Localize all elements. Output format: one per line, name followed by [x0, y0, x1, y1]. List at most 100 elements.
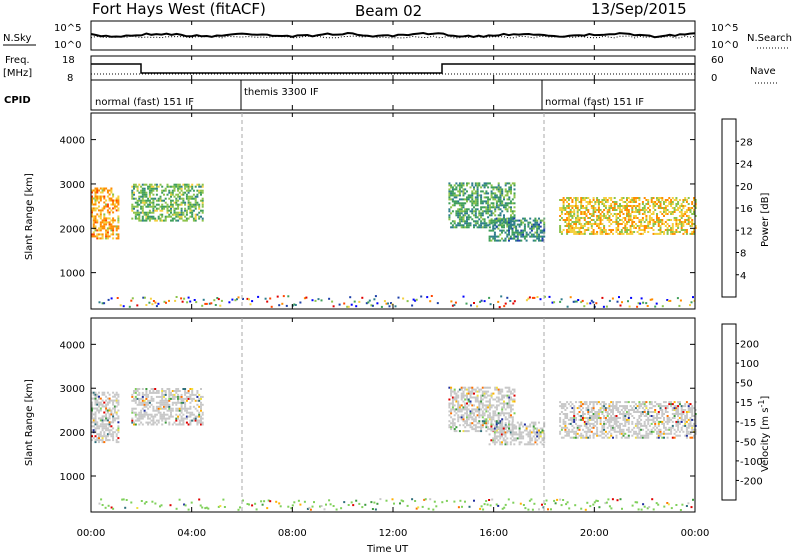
echo-cell: [566, 217, 569, 219]
echo-cell: [485, 200, 488, 203]
echo-cell: [450, 192, 453, 195]
echo-cell: [495, 202, 498, 205]
echo-cell: [578, 428, 581, 431]
echo-cell: [105, 235, 108, 238]
echo-cell: [492, 206, 495, 209]
echo-cell: [177, 423, 180, 426]
echo-cell: [531, 508, 534, 511]
echo-cell: [599, 213, 602, 215]
echo-cell: [448, 202, 451, 205]
echo-cell: [604, 411, 607, 413]
echo-cell: [648, 223, 651, 225]
echo-cell: [562, 403, 565, 406]
echo-cell: [474, 390, 477, 393]
echo-cell: [355, 305, 358, 308]
echo-cell: [583, 211, 586, 213]
echo-cell: [497, 504, 500, 507]
echo-cell: [543, 433, 546, 436]
echo-cell: [112, 435, 115, 438]
echo-cell: [516, 223, 519, 226]
echo-cell: [117, 429, 120, 432]
echo-cell: [534, 219, 537, 222]
echo-cell: [464, 214, 467, 217]
echo-cell: [113, 219, 116, 222]
echo-cell: [675, 430, 678, 433]
echo-cell: [457, 208, 460, 211]
echo-cell: [596, 223, 599, 225]
echo-cell: [509, 237, 512, 240]
echo-cell: [497, 388, 500, 391]
echo-cell: [509, 235, 512, 238]
echo-cell: [150, 423, 153, 426]
echo-cell: [645, 217, 648, 219]
echo-cell: [603, 213, 606, 215]
echo-cell: [670, 507, 673, 510]
echo-cell: [640, 508, 643, 511]
echo-cell: [164, 189, 167, 192]
echo-cell: [462, 406, 465, 409]
echo-cell: [589, 417, 591, 419]
echo-cell: [493, 439, 496, 442]
echo-cell: [503, 396, 505, 399]
echo-cell: [457, 400, 460, 403]
echo-cell: [606, 201, 609, 203]
echo-cell: [684, 231, 687, 233]
echo-cell: [503, 226, 505, 229]
echo-cell: [641, 413, 644, 415]
echo-cell: [499, 196, 502, 199]
echo-cell: [458, 188, 461, 191]
echo-cell: [155, 207, 158, 210]
echo-cell: [534, 433, 537, 436]
echo-cell: [650, 432, 653, 435]
echo-cell: [150, 191, 153, 194]
echo-cell: [168, 403, 171, 406]
echo-cell: [647, 417, 650, 419]
echo-cell: [530, 225, 533, 228]
echo-cell: [613, 420, 616, 423]
echo-cell: [626, 223, 628, 225]
echo-cell: [603, 409, 606, 411]
echo-cell: [671, 417, 674, 419]
echo-cell: [474, 184, 477, 187]
echo-cell: [191, 197, 194, 200]
echo-cell: [184, 407, 187, 410]
echo-cell: [566, 223, 569, 225]
echo-cell: [184, 391, 187, 394]
echo-cell: [648, 506, 651, 508]
echo-cell: [673, 207, 676, 209]
echo-cell: [643, 403, 646, 406]
echo-cell: [402, 297, 405, 300]
echo-cell: [603, 428, 606, 431]
echo-cell: [148, 401, 151, 404]
echo-cell: [134, 411, 137, 414]
echo-cell: [136, 211, 139, 214]
echo-cell: [518, 423, 521, 426]
echo-cell: [192, 419, 195, 422]
echo-cell: [503, 196, 505, 199]
echo-cell: [488, 402, 491, 405]
echo-cell: [582, 411, 584, 413]
echo-cell: [647, 422, 650, 425]
echo-cell: [661, 422, 664, 425]
echo-cell: [685, 401, 688, 404]
echo-cell: [627, 428, 630, 431]
echo-cell: [494, 218, 497, 221]
echo-cell: [597, 401, 600, 404]
echo-cell: [612, 201, 614, 203]
echo-cell: [99, 195, 102, 198]
echo-cell: [678, 417, 681, 419]
echo-cell: [664, 401, 667, 404]
echo-cell: [460, 190, 463, 193]
echo-cell: [684, 422, 687, 425]
echo-cell: [201, 421, 204, 424]
echo-cell: [641, 207, 644, 209]
colorbar-border: [721, 118, 737, 298]
echo-cell: [495, 221, 498, 224]
echo-cell: [606, 211, 609, 213]
echo-cell: [455, 224, 458, 227]
echo-cell: [466, 416, 468, 419]
echo-cell: [622, 407, 625, 410]
echo-cell: [525, 443, 528, 446]
echo-cell: [101, 419, 104, 422]
echo-cell: [168, 215, 171, 218]
